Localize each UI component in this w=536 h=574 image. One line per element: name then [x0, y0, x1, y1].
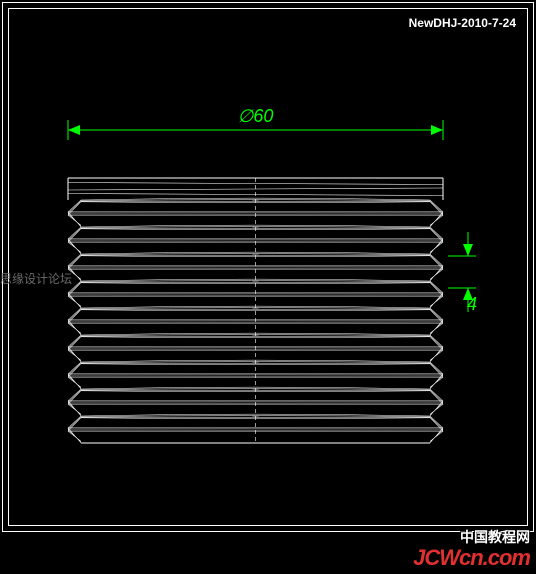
logo-chinese: 中国教程网	[413, 530, 530, 545]
svg-text:∅60: ∅60	[238, 106, 274, 126]
cad-drawing: ∅60 4	[8, 8, 528, 526]
svg-text:4: 4	[467, 294, 477, 314]
logo-english: JCWcn.com	[413, 546, 530, 570]
site-logo: 中国教程网 JCWcn.com	[413, 530, 530, 570]
